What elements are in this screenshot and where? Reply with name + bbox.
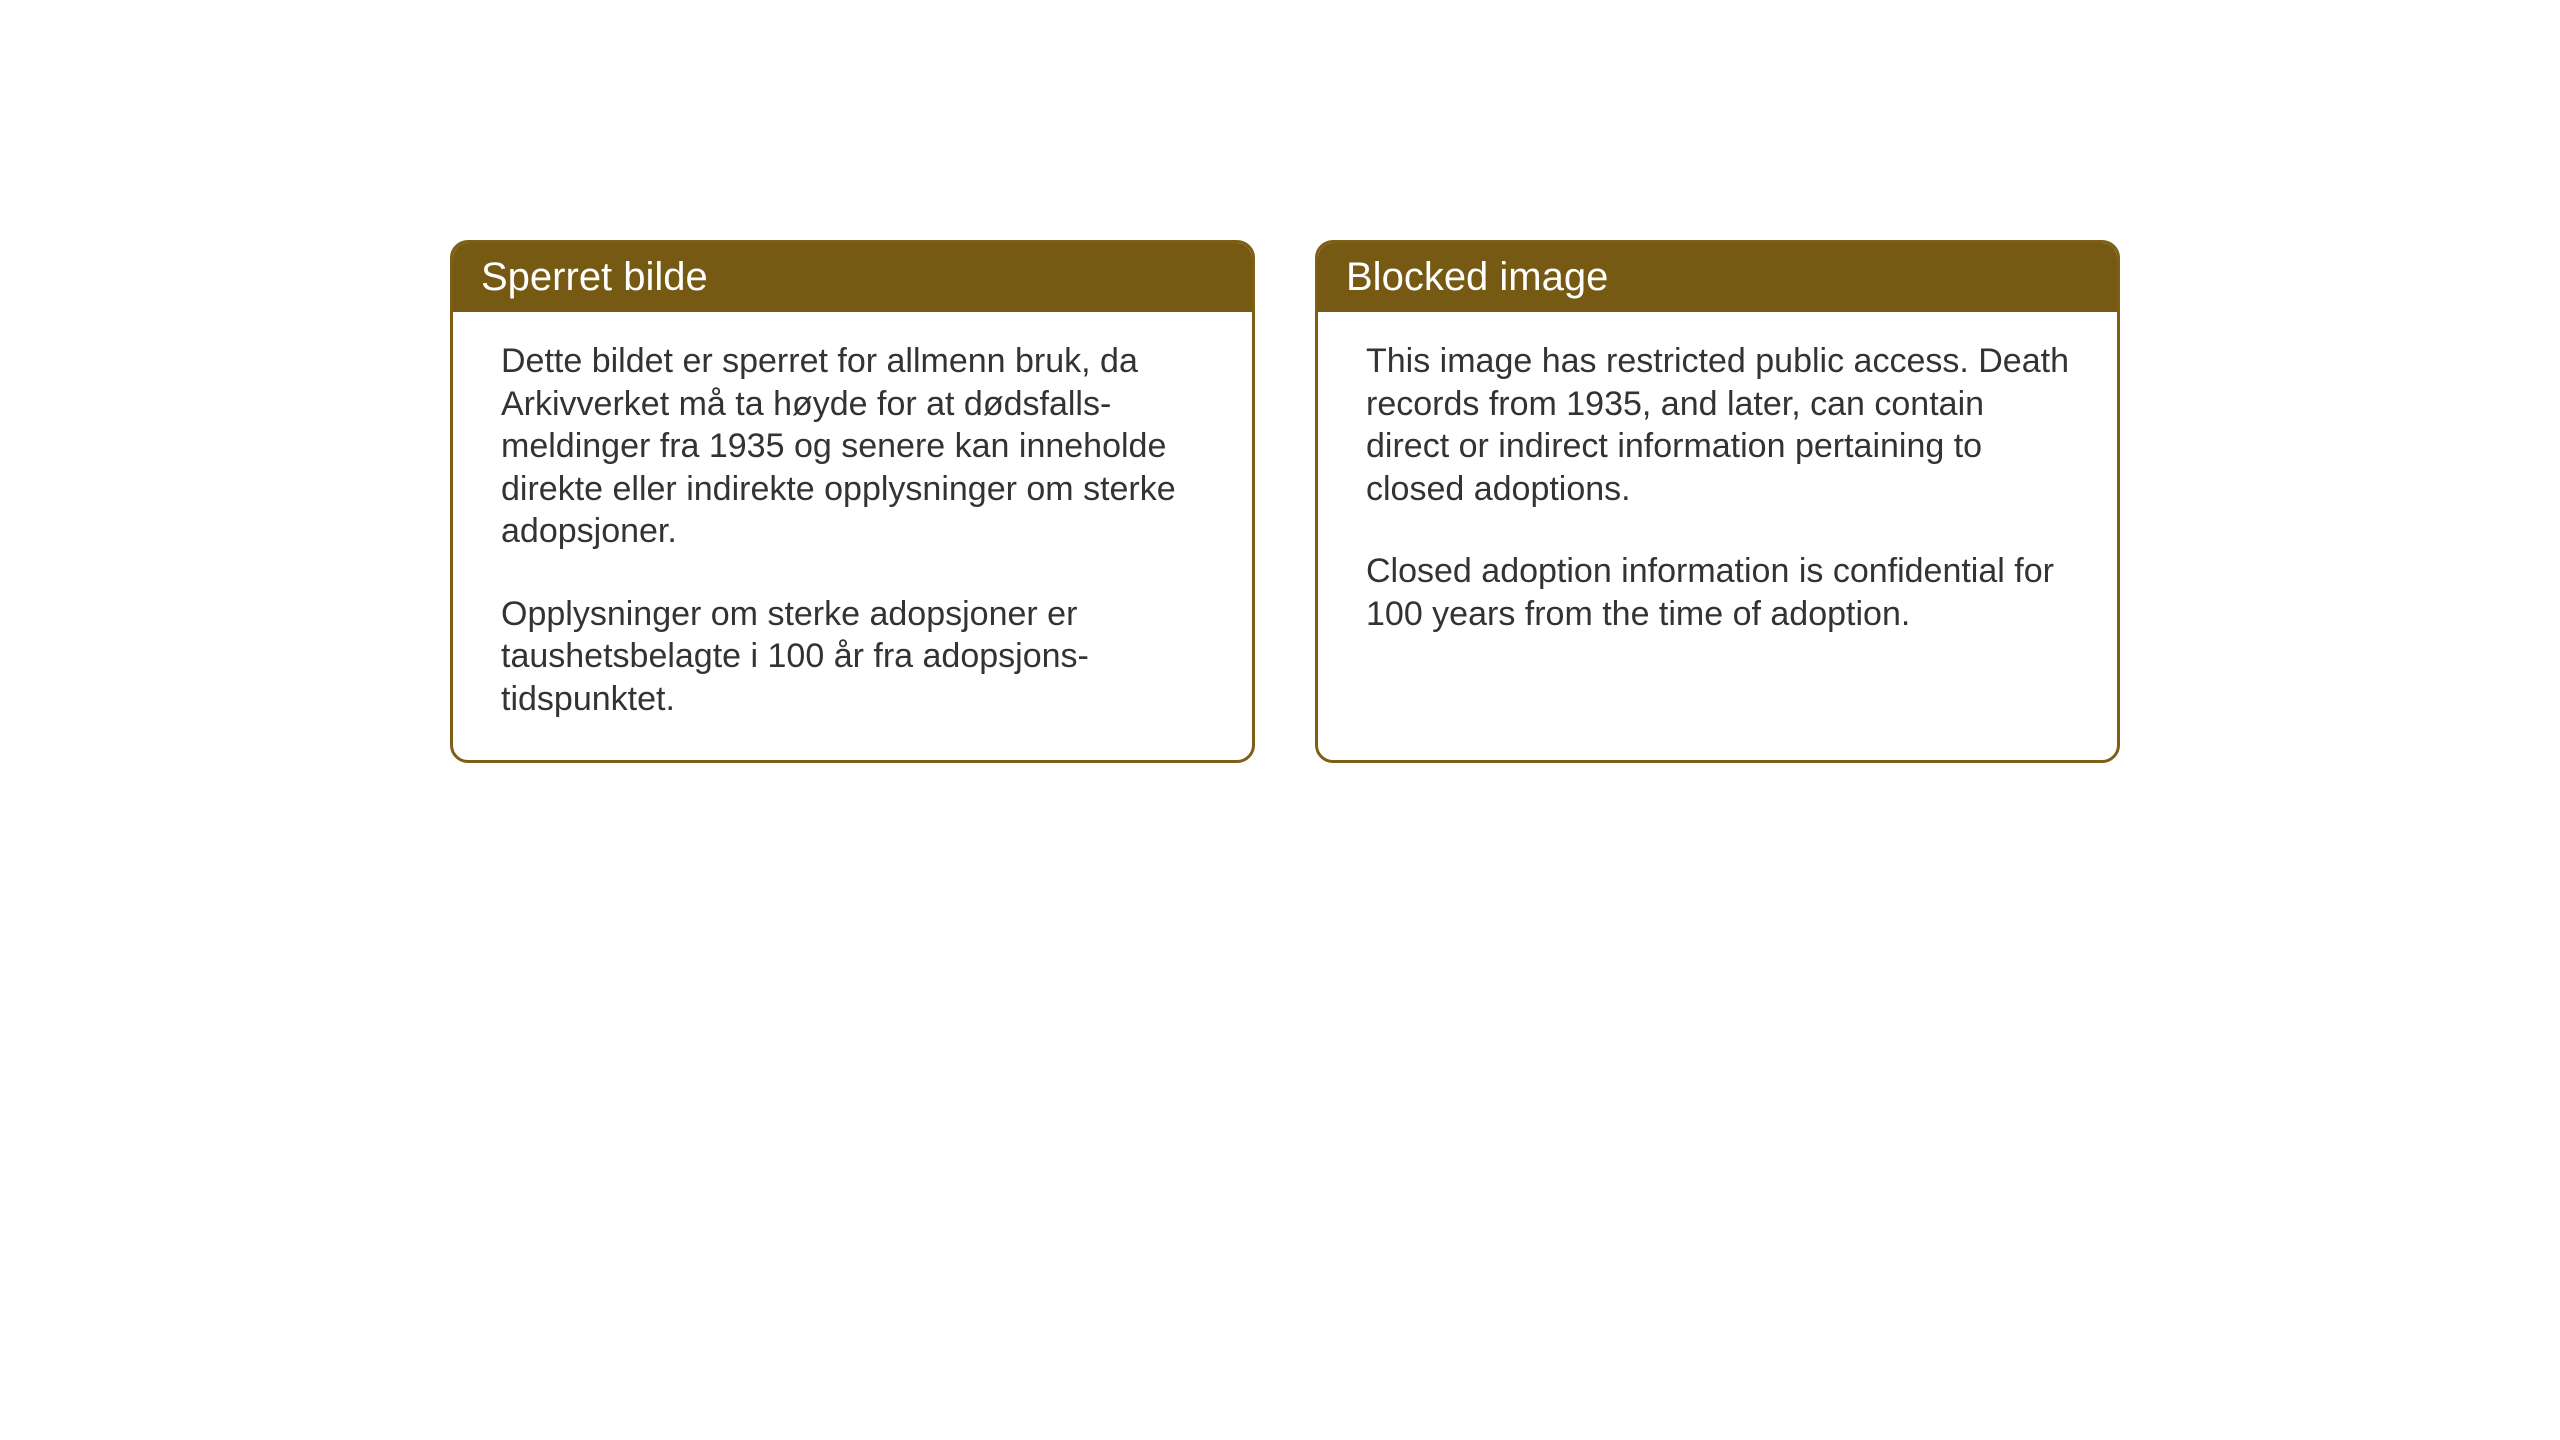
- notice-header-english: Blocked image: [1318, 243, 2117, 312]
- notice-card-english: Blocked image This image has restricted …: [1315, 240, 2120, 763]
- notice-header-norwegian: Sperret bilde: [453, 243, 1252, 312]
- notice-container: Sperret bilde Dette bildet er sperret fo…: [450, 240, 2120, 763]
- notice-paragraph-2-english: Closed adoption information is confident…: [1366, 550, 2069, 635]
- notice-card-norwegian: Sperret bilde Dette bildet er sperret fo…: [450, 240, 1255, 763]
- notice-body-norwegian: Dette bildet er sperret for allmenn bruk…: [453, 312, 1252, 760]
- notice-paragraph-1-english: This image has restricted public access.…: [1366, 340, 2069, 510]
- notice-body-english: This image has restricted public access.…: [1318, 312, 2117, 675]
- notice-paragraph-2-norwegian: Opplysninger om sterke adopsjoner er tau…: [501, 593, 1204, 721]
- notice-paragraph-1-norwegian: Dette bildet er sperret for allmenn bruk…: [501, 340, 1204, 553]
